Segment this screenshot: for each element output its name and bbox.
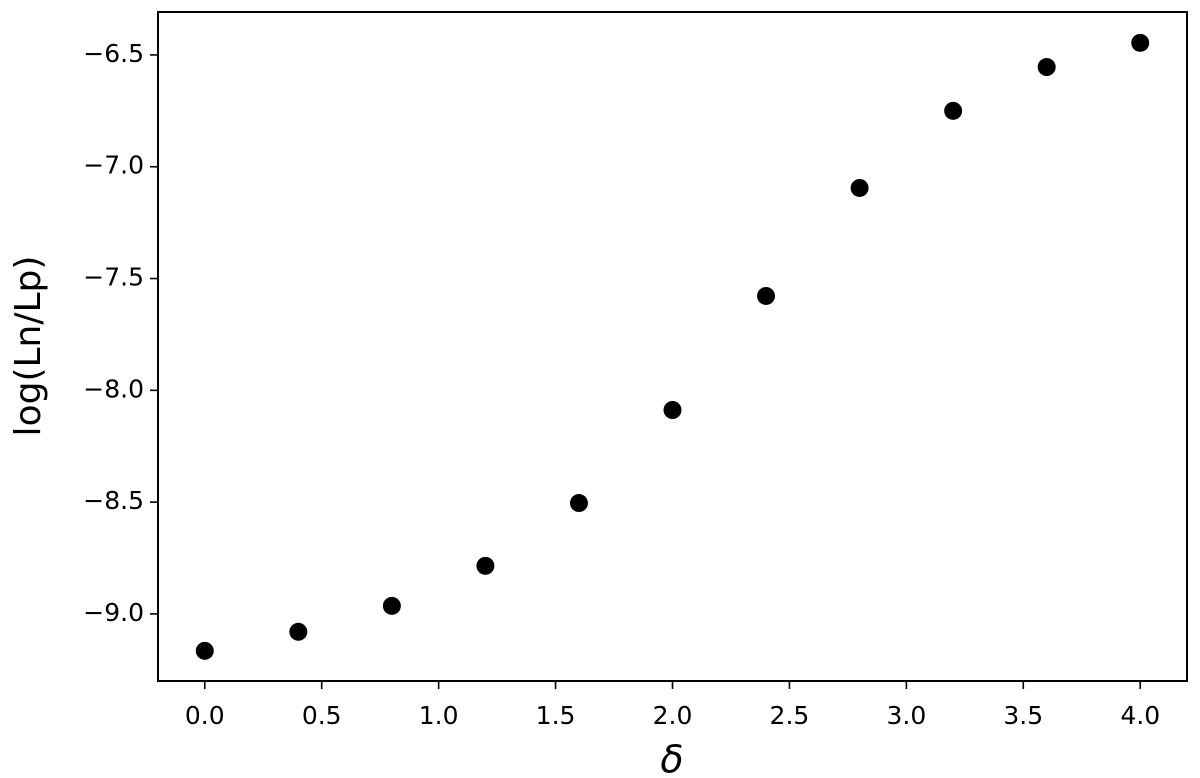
data-point — [1037, 58, 1056, 77]
y-tick-label: −7.5 — [83, 263, 144, 292]
x-tick-label: 1.5 — [536, 701, 576, 730]
y-tick-label: −6.5 — [83, 39, 144, 68]
y-tick-label: −7.0 — [83, 151, 144, 180]
x-tick-label: 3.5 — [1003, 701, 1043, 730]
data-point — [382, 596, 401, 615]
data-point — [195, 641, 214, 660]
data-point — [1131, 33, 1150, 52]
x-tick-label: 2.5 — [770, 701, 810, 730]
data-point — [663, 401, 682, 420]
x-axis-label: δ — [660, 738, 683, 778]
data-point — [850, 178, 869, 197]
data-point — [569, 494, 588, 513]
plot-frame — [157, 11, 1188, 682]
x-tick-label: 0.5 — [302, 701, 342, 730]
x-tick-label: 4.0 — [1120, 701, 1160, 730]
x-tick-label: 3.0 — [886, 701, 926, 730]
data-point — [757, 286, 776, 305]
y-tick-label: −8.5 — [83, 486, 144, 515]
data-point — [476, 556, 495, 575]
x-tick-label: 1.0 — [419, 701, 459, 730]
x-tick-label: 0.0 — [185, 701, 225, 730]
data-point — [944, 101, 963, 120]
data-point — [289, 622, 308, 641]
x-tick-label: 2.0 — [653, 701, 693, 730]
y-axis-label: log(Ln/Lp) — [8, 256, 49, 437]
y-tick-label: −9.0 — [83, 598, 144, 627]
y-tick-label: −8.0 — [83, 374, 144, 403]
